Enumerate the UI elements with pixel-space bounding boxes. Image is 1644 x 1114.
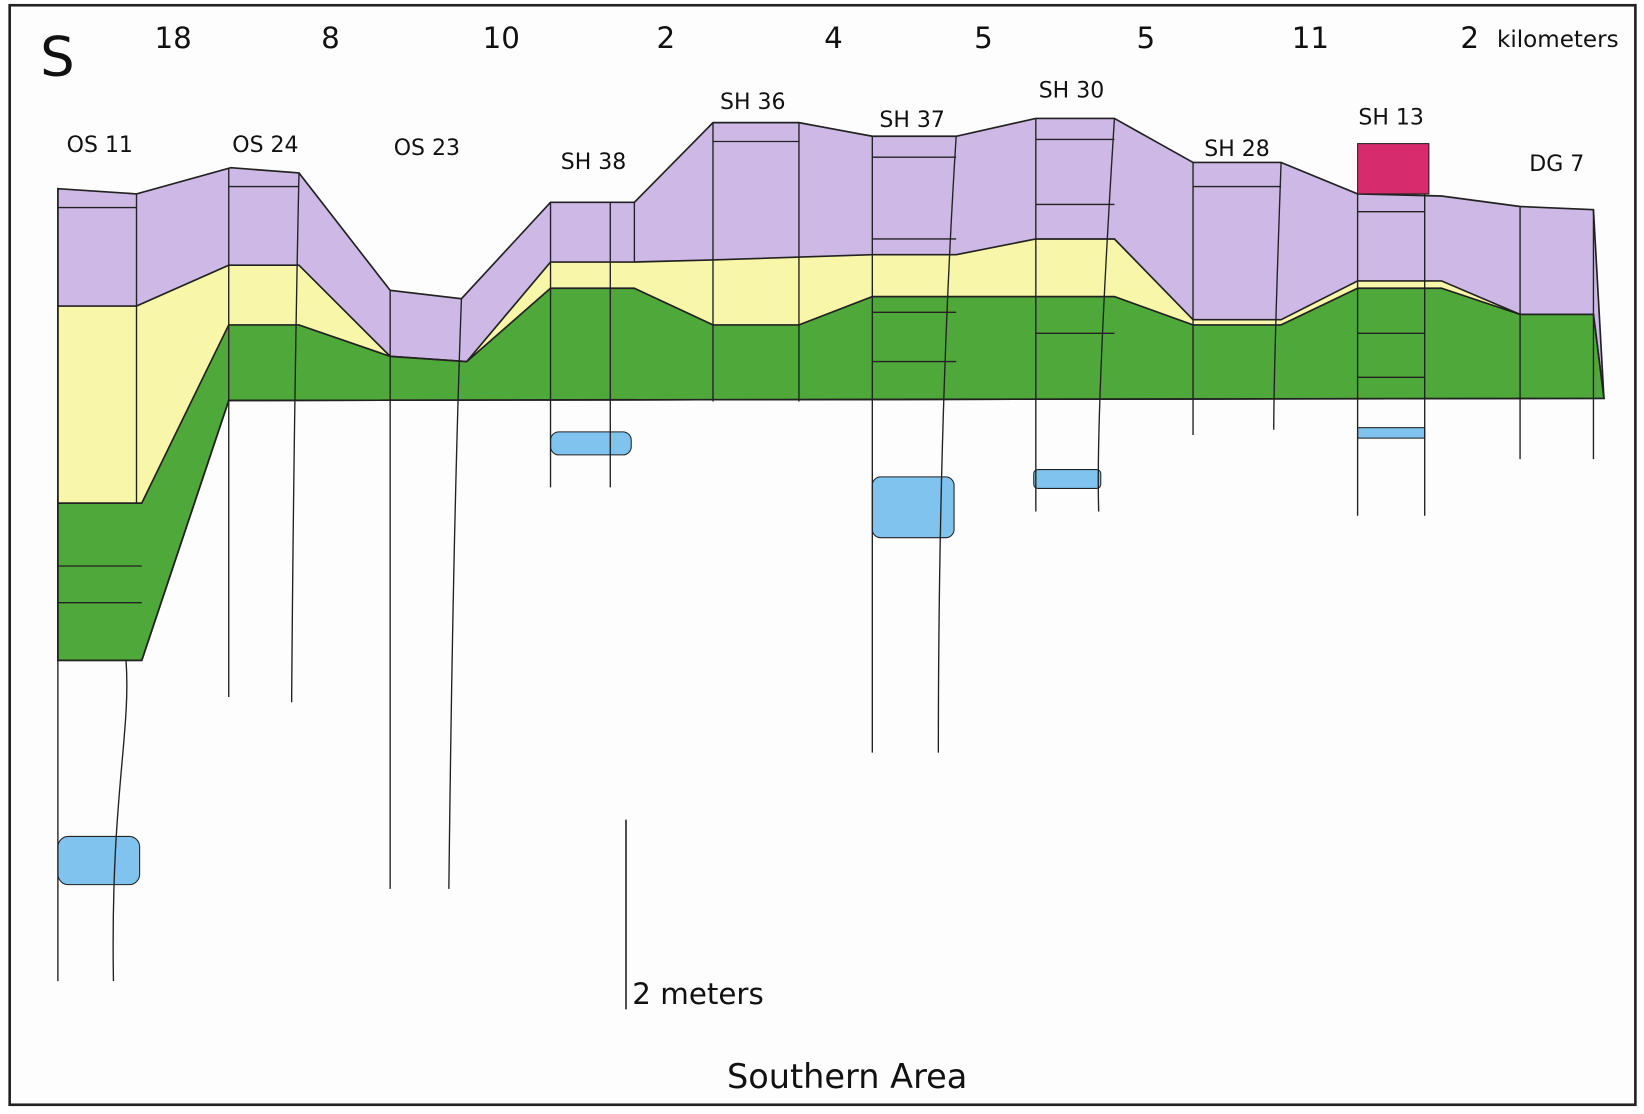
figure-title: Southern Area <box>727 1057 967 1096</box>
section-label: OS 24 <box>232 133 298 158</box>
section-label: OS 23 <box>394 136 460 161</box>
distance-label: 10 <box>483 21 520 55</box>
distance-label: 5 <box>974 21 993 55</box>
page: 2 meters S kilometers Southern Area 18 8 1… <box>0 0 1644 1110</box>
distance-label: 8 <box>321 21 340 55</box>
blue-lens <box>1358 428 1425 438</box>
blue-lens <box>551 432 632 455</box>
section-label: DG 7 <box>1529 152 1584 177</box>
blue-lens <box>58 836 140 884</box>
section-label: SH 30 <box>1039 78 1105 103</box>
section-label: OS 11 <box>67 133 133 158</box>
section-label: SH 38 <box>561 150 627 175</box>
cross-section-figure: 2 meters S kilometers Southern Area 18 8 1… <box>0 0 1644 1110</box>
blue-lens <box>1034 470 1101 489</box>
direction-label: S <box>40 24 75 88</box>
section-label: SH 36 <box>720 90 786 115</box>
distance-unit: kilometers <box>1497 27 1619 53</box>
section-label: SH 28 <box>1204 137 1270 162</box>
distance-label: 2 <box>1460 21 1479 55</box>
distance-label: 5 <box>1137 21 1156 55</box>
pink-bed <box>1358 144 1429 194</box>
distance-label: 2 <box>656 21 675 55</box>
section-label: SH 13 <box>1358 106 1424 131</box>
scale-label: 2 meters <box>632 977 763 1011</box>
distance-label: 11 <box>1292 21 1329 55</box>
distance-label: 4 <box>824 21 843 55</box>
distance-label: 18 <box>155 21 192 55</box>
section-label: SH 37 <box>879 108 945 133</box>
